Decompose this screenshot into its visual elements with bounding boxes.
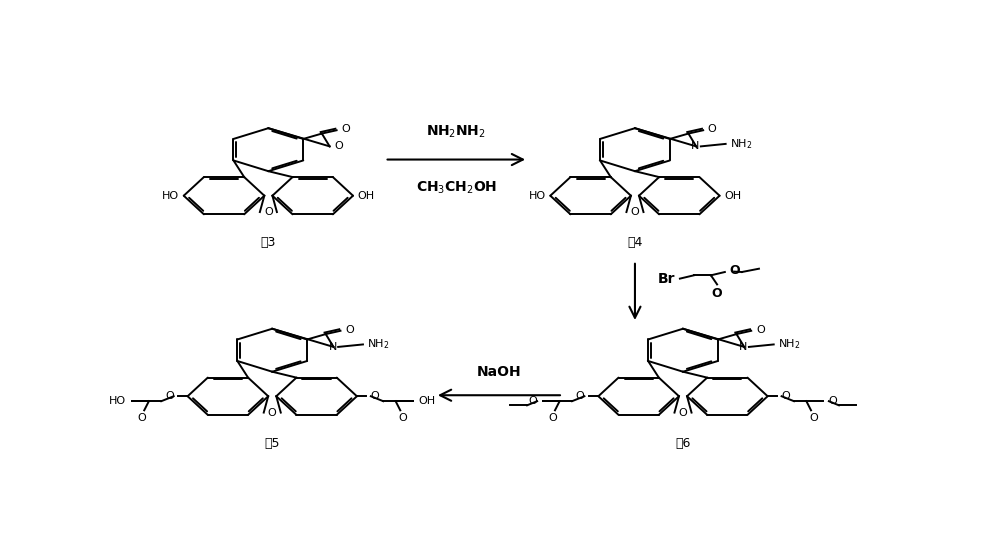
Text: CH$_3$CH$_2$OH: CH$_3$CH$_2$OH	[416, 179, 497, 196]
Text: O: O	[528, 396, 537, 406]
Text: O: O	[829, 396, 838, 406]
Text: NH$_2$: NH$_2$	[778, 338, 800, 351]
Text: O: O	[631, 207, 639, 217]
Text: Br: Br	[658, 272, 676, 286]
Text: O: O	[268, 408, 277, 418]
Text: 式6: 式6	[675, 437, 691, 449]
Text: O: O	[264, 207, 273, 217]
Text: O: O	[345, 325, 354, 335]
Text: O: O	[398, 413, 407, 423]
Text: NH$_2$: NH$_2$	[367, 338, 389, 351]
Text: O: O	[730, 264, 740, 277]
Text: O: O	[138, 413, 146, 423]
Text: 式4: 式4	[627, 236, 643, 249]
Text: O: O	[782, 391, 790, 401]
Text: O: O	[708, 125, 717, 134]
Text: O: O	[809, 413, 818, 423]
Text: N: N	[739, 342, 748, 352]
Text: 式5: 式5	[264, 437, 280, 449]
Text: O: O	[165, 391, 174, 401]
Text: O: O	[548, 413, 557, 423]
Text: O: O	[341, 125, 350, 134]
Text: HO: HO	[109, 396, 126, 406]
Text: NaOH: NaOH	[477, 365, 521, 379]
Text: OH: OH	[418, 396, 435, 406]
Text: OH: OH	[358, 191, 375, 201]
Text: N: N	[691, 141, 700, 151]
Text: O: O	[756, 325, 765, 335]
Text: O: O	[712, 287, 722, 300]
Text: HO: HO	[529, 191, 546, 201]
Text: O: O	[679, 408, 687, 418]
Text: O: O	[334, 141, 343, 151]
Text: NH$_2$: NH$_2$	[730, 137, 752, 151]
Text: OH: OH	[724, 191, 741, 201]
Text: 式3: 式3	[261, 236, 276, 249]
Text: N: N	[329, 342, 337, 352]
Text: O: O	[576, 391, 584, 401]
Text: HO: HO	[162, 191, 179, 201]
Text: NH$_2$NH$_2$: NH$_2$NH$_2$	[426, 124, 486, 140]
Text: O: O	[371, 391, 380, 401]
